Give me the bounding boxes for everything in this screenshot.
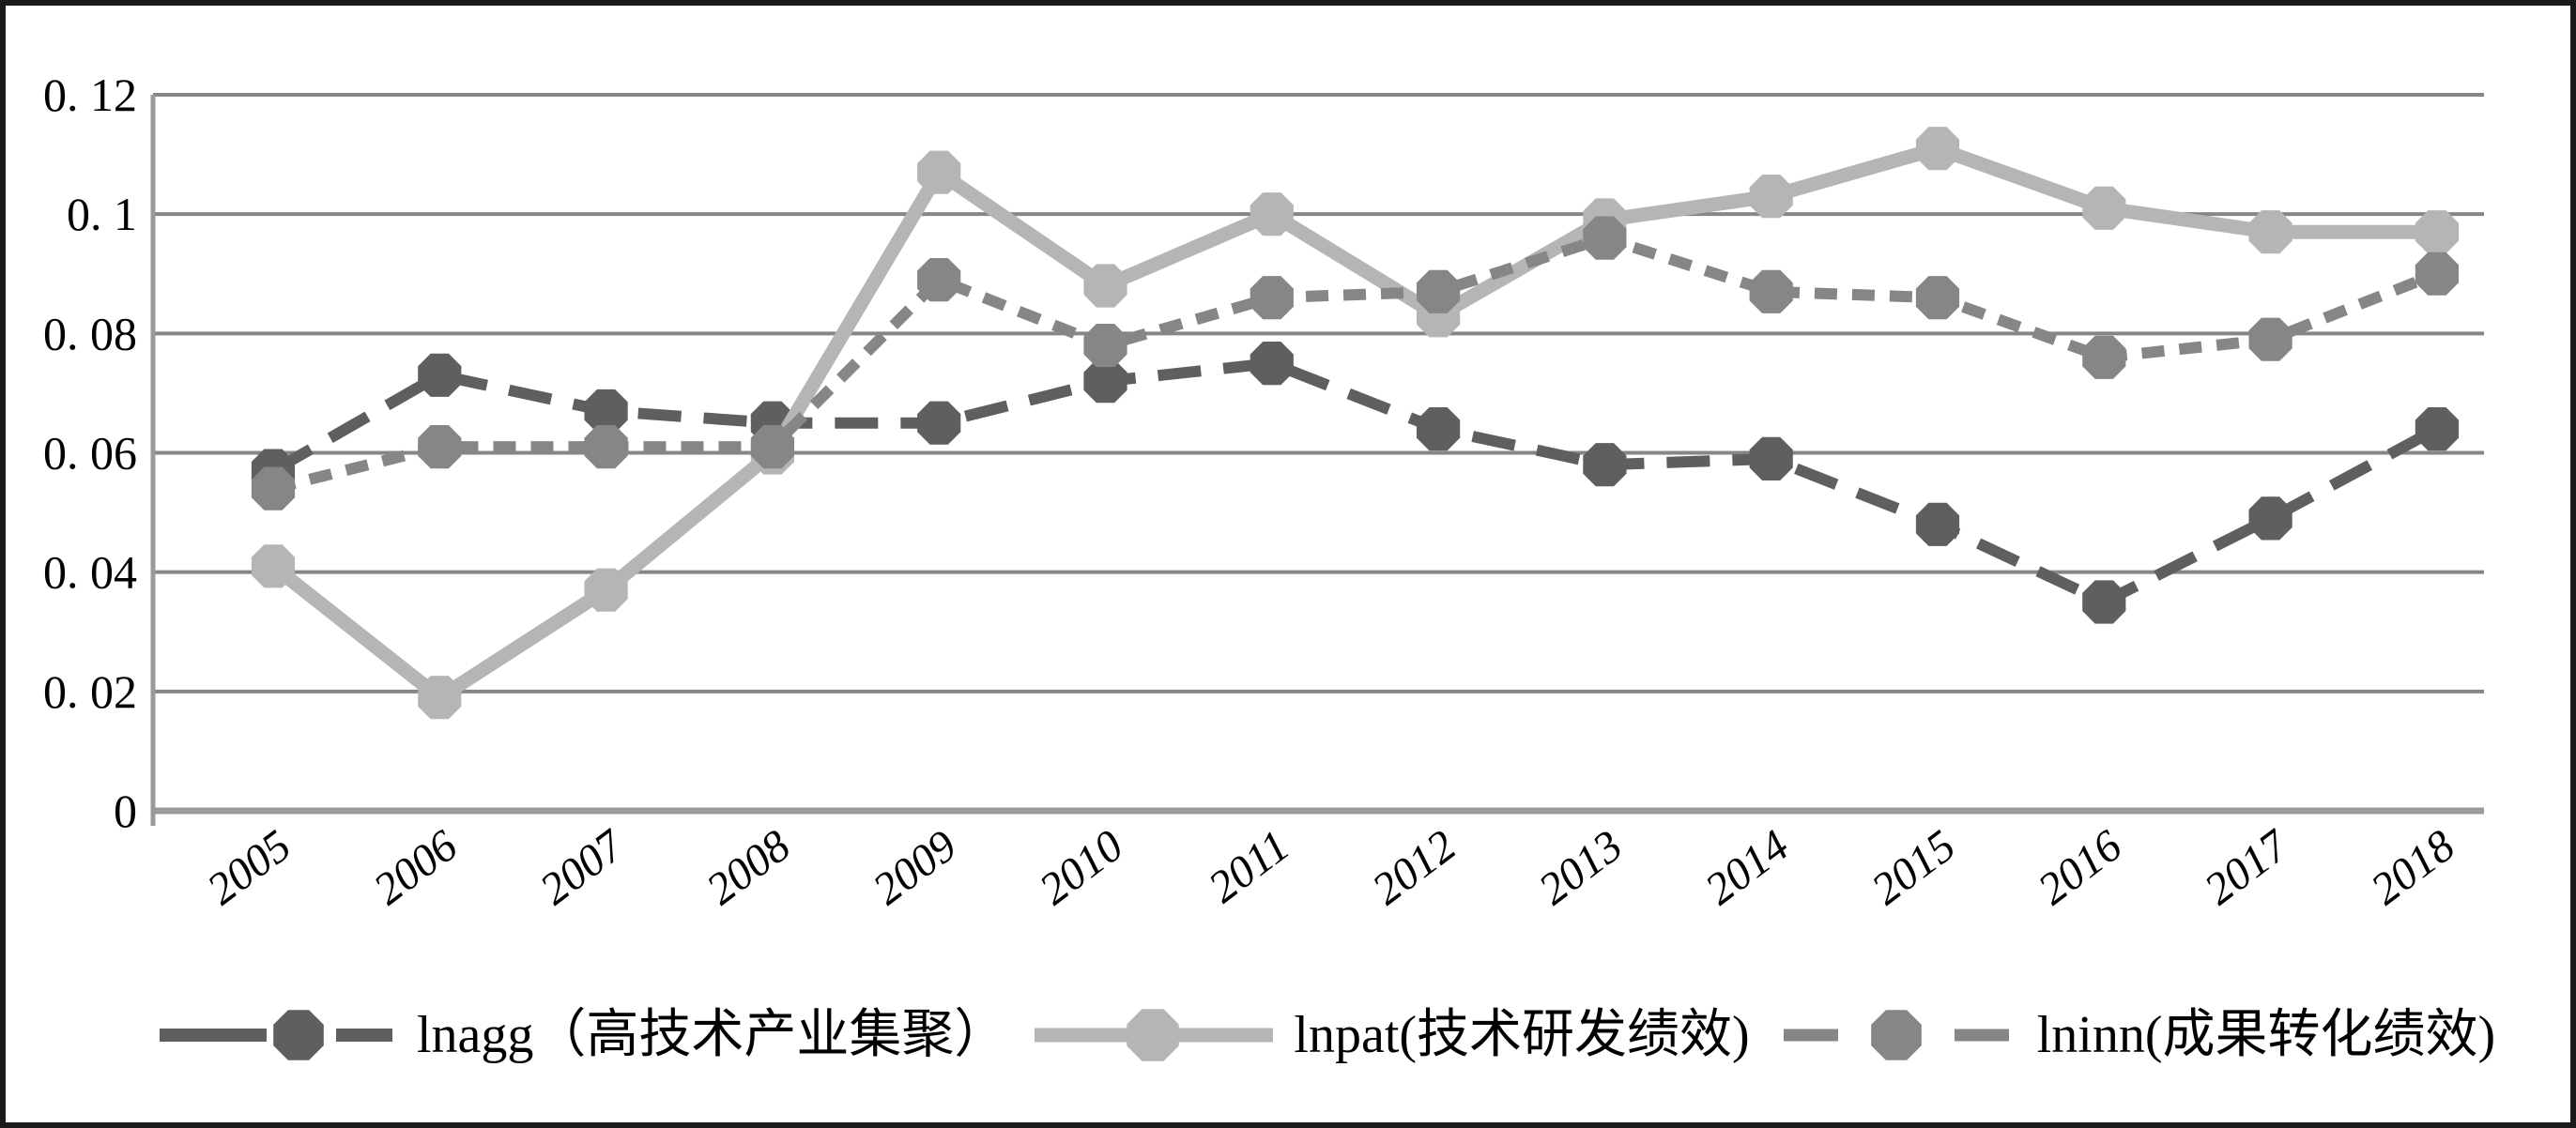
y-axis-tick-label: 0. 12 (43, 69, 137, 121)
legend-marker (1127, 1009, 1180, 1061)
series-lnagg-marker (1250, 342, 1294, 386)
series-lnpat-line (268, 141, 2437, 707)
series-lnpat-marker (1749, 175, 1793, 219)
series-lninn-marker (418, 425, 462, 469)
x-axis-tick-label: 2013 (1529, 820, 1632, 914)
series-lnpat-marker (1915, 127, 1960, 171)
series-lnagg-marker (2415, 407, 2459, 451)
legend-symbol-lninn-icon (1783, 1010, 2009, 1060)
series-lninn-marker (251, 466, 296, 511)
legend-marker (273, 1010, 324, 1060)
x-axis-tick-label: 2017 (2196, 819, 2299, 914)
x-axis-tick-label: 2012 (1363, 820, 1465, 914)
series-lnagg-marker (2248, 496, 2292, 541)
legend-label-lninn: lninn(成果转化绩效) (2036, 1006, 2496, 1064)
series-lnagg-marker (418, 353, 462, 397)
series-lnagg-marker (1749, 436, 1793, 480)
series-lnpat-marker (1250, 192, 1294, 236)
y-axis-tick-label: 0. 02 (43, 665, 137, 718)
legend-item-lninn: lninn(成果转化绩效) (1776, 1002, 2495, 1068)
x-axis-tick-label: 2009 (864, 820, 966, 914)
series-lninn-marker (1250, 276, 1294, 320)
series-lninn-marker (750, 425, 794, 469)
legend-item-lnagg: lnagg（高技术产业集聚） (156, 1002, 1006, 1068)
series-lninn-marker (2415, 252, 2459, 296)
x-axis-tick-label: 2015 (1863, 820, 1965, 914)
y-axis-tick-label: 0. 1 (67, 188, 137, 240)
series-lnagg-line (270, 357, 2440, 609)
series-lninn-marker (1083, 324, 1127, 368)
series-lninn-marker (2082, 335, 2126, 379)
series-lnpat-marker (584, 568, 628, 612)
series-lnpat-marker (2082, 186, 2126, 230)
series-lninn-marker (584, 425, 628, 469)
y-axis-tick-label: 0. 08 (43, 307, 137, 359)
series-lnagg-marker (1083, 359, 1127, 404)
x-axis-tick-label: 2005 (198, 820, 300, 914)
series-lnpat-marker (2248, 210, 2292, 254)
chart-legend: lnagg（高技术产业集聚） lnpat(技术研发绩效) lninn(成果转化绩… (6, 1002, 2570, 1068)
x-axis-tick-label: 2018 (2362, 820, 2464, 914)
x-axis-tick-label: 2011 (1200, 820, 1299, 912)
series-lnpat-marker (917, 150, 961, 194)
legend-symbol-lnpat-icon (1035, 1009, 1274, 1061)
series-lnagg-marker (1417, 407, 1461, 451)
series-lninn-line (271, 232, 2440, 495)
x-axis-tick-label: 2008 (698, 820, 800, 914)
series-lninn-marker (1915, 276, 1960, 320)
series-lnpat-marker (251, 544, 296, 588)
series-lnagg-marker (2082, 580, 2126, 624)
x-axis-tick-label: 2014 (1696, 820, 1799, 914)
legend-label-lnagg: lnagg（高技术产业集聚） (417, 1006, 1007, 1064)
legend-item-lnpat: lnpat(技术研发绩效) (1033, 1002, 1750, 1068)
x-axis-tick-label: 2007 (531, 819, 635, 914)
y-axis-tick-label: 0. 06 (43, 427, 137, 480)
x-axis-tick-label: 2006 (364, 820, 467, 914)
series-lninn-marker (1583, 216, 1627, 260)
series-lnagg-marker (584, 389, 628, 434)
legend-label-lnpat: lnpat(技术研发绩效) (1294, 1006, 1750, 1064)
series-lninn-marker (1749, 269, 1793, 313)
series-lnagg-marker (1915, 502, 1960, 546)
x-axis-tick-label: 2016 (2029, 820, 2131, 914)
series-lninn-marker (1417, 269, 1461, 313)
series-lninn-marker (2248, 317, 2292, 361)
series-lnpat-marker (418, 676, 462, 720)
series-lninn-marker (917, 258, 961, 302)
series-lnpat-marker (1083, 264, 1127, 308)
legend-marker (1870, 1010, 1922, 1060)
series-lnagg-marker (917, 401, 961, 445)
series-lnagg-marker (1583, 443, 1627, 487)
y-axis-tick-label: 0. 04 (43, 546, 137, 599)
legend-symbol-lnagg-icon (160, 1010, 392, 1060)
line-chart-canvas: 0 0. 02 0. 04 0. 06 0. 08 0. 1 0. 12 2005 2006 20… (43, 69, 2484, 915)
y-axis-tick-label: 0 (114, 785, 137, 837)
x-axis-tick-label: 2010 (1031, 820, 1133, 914)
series-lnpat-marker (2415, 210, 2459, 254)
